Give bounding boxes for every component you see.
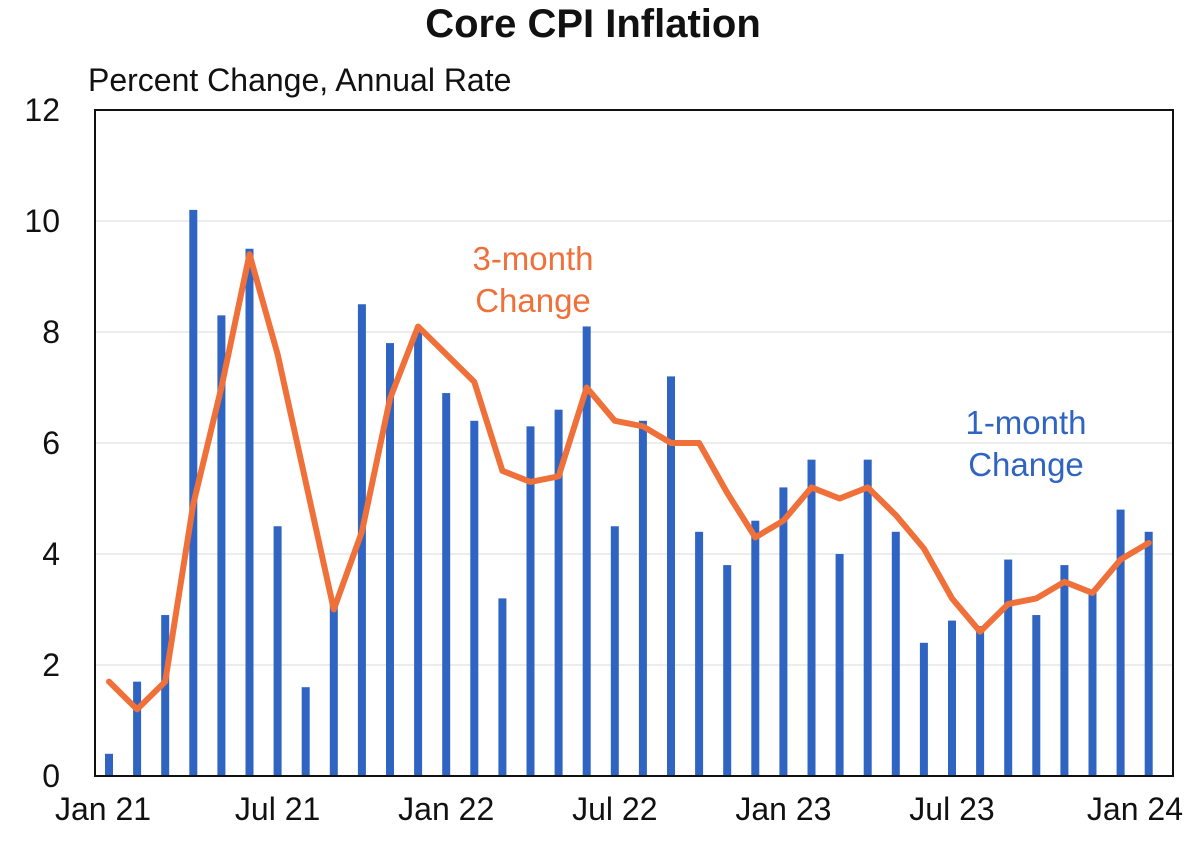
bar — [1032, 615, 1041, 776]
bar — [554, 409, 563, 776]
x-tick-label: Jan 22 — [398, 791, 494, 827]
y-axis-label: Percent Change, Annual Rate — [88, 62, 511, 98]
bar — [695, 531, 704, 776]
plot-frame — [94, 109, 1174, 777]
bar — [723, 565, 732, 776]
bar — [1004, 559, 1013, 776]
bar — [779, 487, 788, 776]
bar — [133, 681, 142, 776]
bar — [1116, 509, 1125, 776]
y-tick-label: 4 — [42, 536, 60, 572]
y-tick-label: 2 — [42, 647, 60, 683]
bar — [105, 753, 113, 776]
bar — [470, 420, 479, 776]
annotation-3-month-line2: Change — [475, 282, 591, 319]
x-tick-label: Jan 21 — [55, 791, 151, 827]
bar — [161, 615, 170, 776]
bar — [976, 626, 985, 776]
bar — [386, 343, 394, 776]
line-series-3-month — [106, 251, 1152, 713]
bar — [1060, 565, 1069, 776]
bar — [638, 420, 647, 776]
bar — [891, 531, 900, 776]
bar — [948, 620, 956, 776]
x-tick-label: Jul 23 — [909, 791, 994, 827]
y-tick-label: 0 — [42, 758, 60, 794]
bar — [610, 526, 619, 776]
bar — [245, 248, 254, 776]
bar — [1088, 592, 1097, 776]
bar — [498, 598, 507, 776]
annotation-1-month-line2: Change — [968, 446, 1084, 483]
y-tick-label: 8 — [42, 314, 60, 350]
bar — [667, 376, 675, 776]
bar — [863, 459, 872, 776]
bar — [329, 603, 338, 776]
bar — [442, 393, 451, 776]
annotation-1-month-line1: 1-month — [965, 404, 1086, 441]
bar — [273, 526, 282, 776]
x-axis-ticks: Jan 21 Jul 21 Jan 22 Jul 22 Jan 23 Jul 23 Jan … — [55, 791, 1183, 827]
bar — [751, 520, 760, 776]
bar — [835, 554, 844, 776]
x-tick-label: Jan 23 — [735, 791, 831, 827]
annotation-3-month-line1: 3-month — [472, 240, 593, 277]
bar — [217, 315, 226, 776]
bar — [301, 687, 310, 776]
bar — [919, 642, 928, 776]
bar — [414, 332, 423, 776]
bar — [582, 326, 591, 776]
chart-title: Core CPI Inflation — [425, 2, 761, 46]
y-tick-label: 12 — [24, 92, 60, 128]
bar — [526, 426, 535, 776]
x-tick-label: Jan 24 — [1087, 791, 1183, 827]
y-tick-label: 6 — [42, 425, 60, 461]
y-axis-ticks: 0 2 4 6 8 10 12 — [24, 92, 60, 794]
x-tick-label: Jul 21 — [235, 791, 320, 827]
bar — [807, 459, 816, 776]
y-tick-label: 10 — [24, 203, 60, 239]
bar — [1144, 531, 1153, 776]
x-tick-label: Jul 22 — [572, 791, 657, 827]
